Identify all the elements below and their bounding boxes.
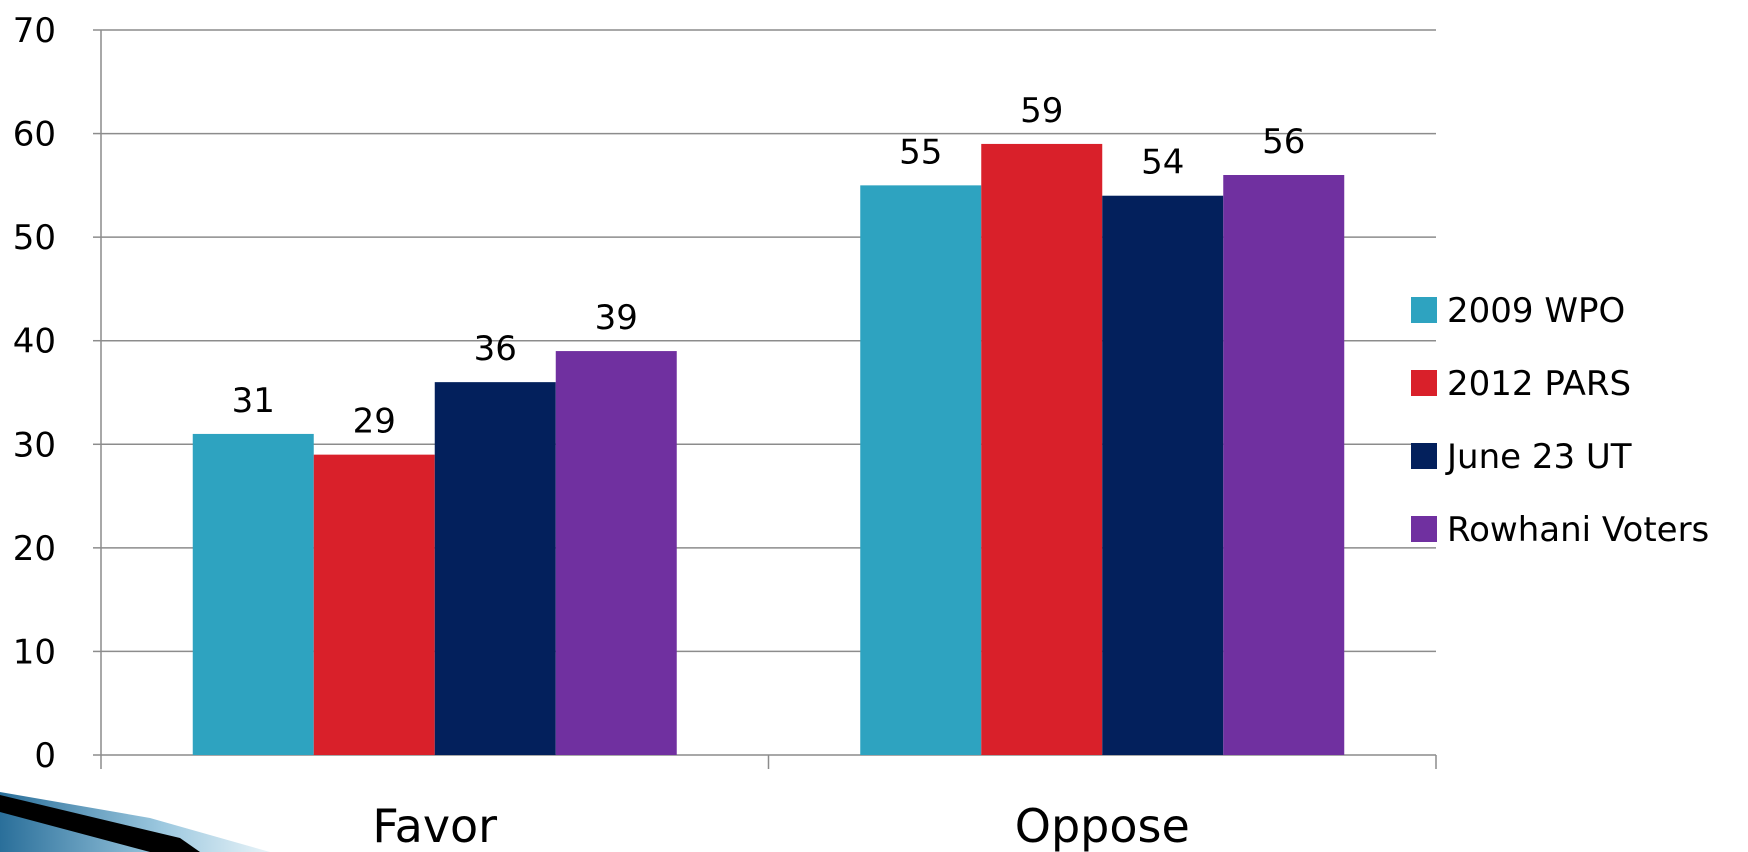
bars [192, 143, 1345, 755]
legend-label-2: June 23 UT [1445, 437, 1632, 477]
legend-label-1: 2012 PARS [1447, 364, 1631, 404]
data-label: 31 [232, 381, 275, 421]
category-label-favor: Favor [372, 799, 497, 852]
bar-oppose-3 [1223, 175, 1345, 755]
y-tick-label-20: 20 [13, 529, 56, 569]
y-tick-label-10: 10 [13, 632, 56, 672]
legend: 2009 WPO 2012 PARS June 23 UT Rowhani Voter… [1411, 291, 1709, 550]
bar-favor-2 [434, 382, 556, 755]
legend-swatch-0 [1411, 297, 1437, 323]
legend-label-3: Rowhani Voters [1447, 510, 1709, 550]
bar-favor-0 [192, 433, 314, 755]
bar-oppose-1 [981, 143, 1103, 755]
y-tick-label-0: 0 [34, 736, 56, 776]
corner-decoration [0, 792, 270, 852]
legend-swatch-1 [1411, 370, 1437, 396]
y-tick-label-50: 50 [13, 218, 56, 258]
y-tick-label-70: 70 [13, 11, 56, 51]
data-label: 55 [899, 132, 942, 172]
bar-oppose-2 [1102, 195, 1224, 755]
bar-oppose-0 [860, 185, 982, 755]
legend-label-0: 2009 WPO [1447, 291, 1625, 331]
data-label: 39 [595, 298, 638, 338]
bar-favor-3 [555, 351, 677, 755]
y-tick-label-30: 30 [13, 425, 56, 465]
y-tick-label-40: 40 [13, 322, 56, 362]
data-label: 56 [1262, 122, 1305, 162]
category-label-oppose: Oppose [1015, 799, 1190, 852]
legend-swatch-3 [1411, 516, 1437, 542]
bar-favor-1 [313, 454, 435, 755]
data-label: 59 [1020, 91, 1063, 131]
corner-decoration-dark [0, 795, 200, 852]
data-label: 36 [474, 329, 517, 369]
legend-swatch-2 [1411, 443, 1437, 469]
data-label: 54 [1141, 143, 1184, 183]
y-tick-label-60: 60 [13, 115, 56, 155]
data-labels: 31 29 36 39 55 59 54 56 [232, 91, 1306, 442]
data-label: 29 [353, 402, 396, 442]
